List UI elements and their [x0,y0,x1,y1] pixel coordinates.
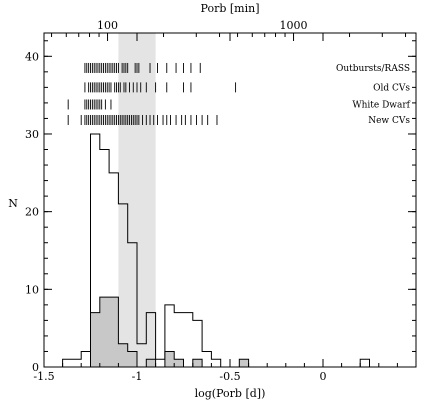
x-axis-title: log(Porb [d]) [195,387,266,400]
y-tick-label: 10 [25,283,39,296]
top-tick-label: 1000 [280,19,308,32]
rug-row-2: White Dwarf [67,99,411,110]
x-tick-label: -1 [132,370,143,383]
x-tick-label: 0 [320,370,327,383]
rug-label: New CVs [368,116,410,126]
y-tick-label: 0 [32,361,39,374]
y-tick-label: 20 [25,206,39,219]
open-bin-14 [202,351,211,367]
open-bin-1 [81,351,90,367]
rug-label: Old CVs [373,83,410,93]
rug-label: White Dwarf [352,100,410,110]
rug-label: Outbursts/RASS [336,64,410,74]
filled-bin-5 [118,344,127,367]
rug-row-0: Outbursts/RASS [84,62,410,74]
filled-bin-13 [193,359,202,367]
open-bin-0 [63,359,82,367]
y-tick-label: 30 [25,128,39,141]
x-tick-label: -1.5 [33,370,54,383]
filled-bin-18 [239,359,248,367]
open-bin-5 [118,204,127,367]
top-axis-title: Porb [min] [201,2,260,15]
filled-bin-6 [128,351,137,367]
x-tick-label: -0.5 [219,370,240,383]
filled-bin-11 [174,359,183,367]
y-axis-title: N [8,197,18,210]
filled-bin-3 [100,297,109,367]
filled-bin-8 [146,359,155,367]
open-bin-9 [156,359,165,367]
top-tick-label: 100 [97,19,118,32]
rug-row-3: New CVs [67,114,410,126]
open-bin-12 [184,313,193,367]
open-bin-7 [137,344,146,367]
open-bin-15 [211,359,220,367]
filled-bin-10 [165,351,174,367]
y-tick-label: 40 [25,50,39,63]
rug-row-1: Old CVs [84,82,410,93]
filled-bin-4 [109,297,118,367]
open-bin-31 [360,359,369,367]
filled-bin-2 [91,313,100,367]
open-bin-6 [128,243,137,367]
